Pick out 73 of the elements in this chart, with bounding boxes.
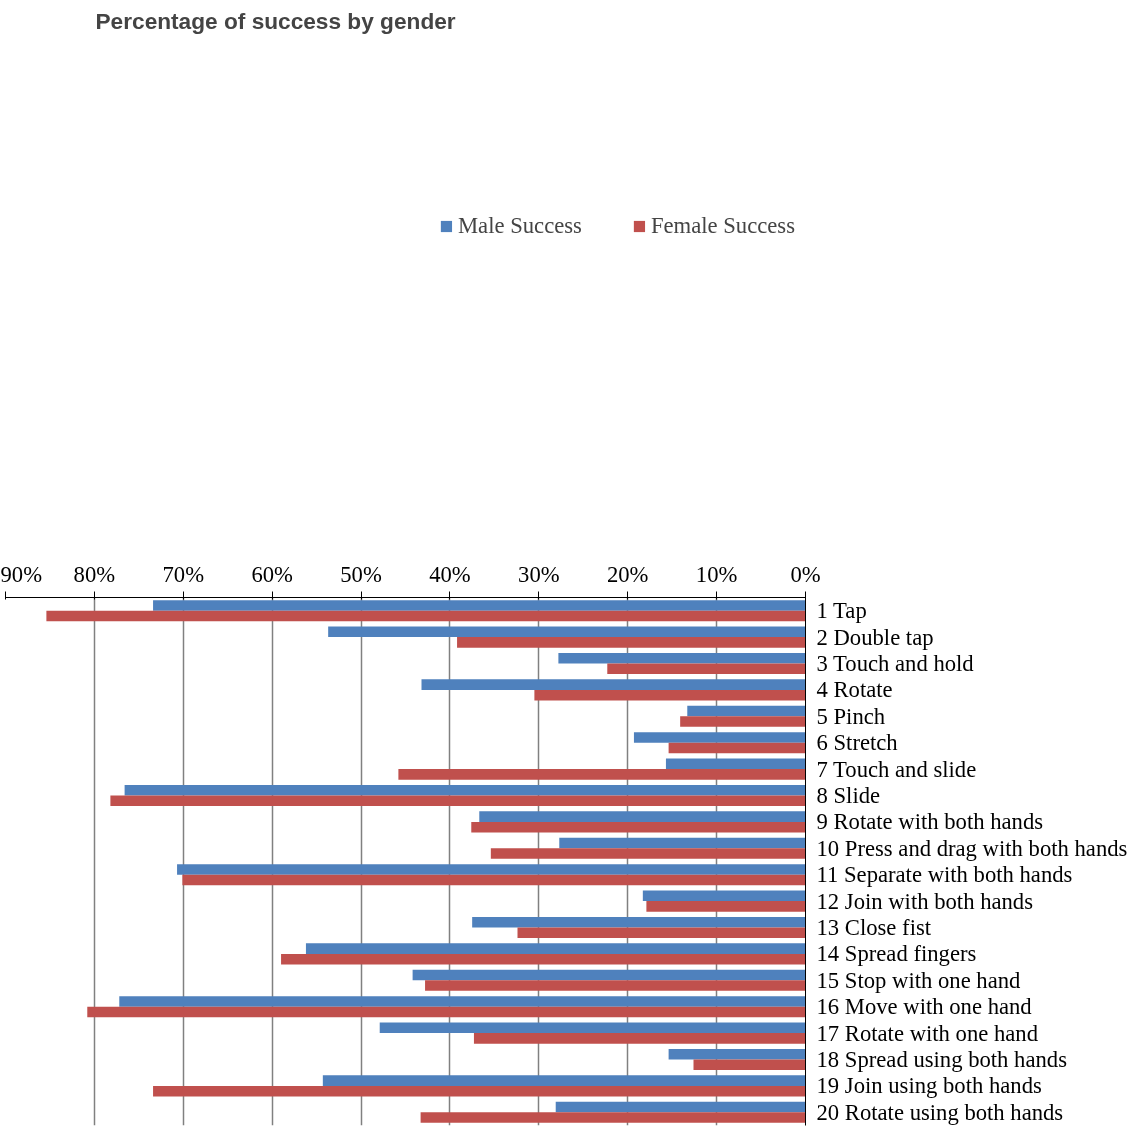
y-tick-label: 10 Press and drag with both hands [816, 835, 1128, 861]
x-tick-label: 80% [73, 561, 116, 587]
bar [153, 1085, 806, 1097]
bar [305, 943, 806, 954]
bar [379, 1022, 806, 1034]
bar [322, 1075, 806, 1086]
y-tick-label: 18 Spread using both hands [816, 1047, 1067, 1072]
bar [425, 980, 806, 991]
bar [668, 742, 806, 754]
x-tick-label: 60% [251, 561, 294, 587]
bar [668, 1048, 806, 1060]
y-tick-label: 15 Stop with one hand [816, 967, 1022, 993]
y-tick-label: 16 Move with one hand [816, 994, 1033, 1020]
bar [559, 837, 806, 849]
bar [517, 927, 806, 939]
x-tick-label: 50% [340, 561, 382, 587]
y-tick-label: 3 Touch and hold [816, 651, 975, 676]
bar [479, 811, 806, 822]
chart-title: Percentage of success by gender [95, 7, 456, 34]
bar [412, 969, 806, 981]
bar [124, 784, 806, 796]
y-tick-label: 5 Pinch [816, 703, 886, 729]
x-tick-label: 20% [606, 561, 649, 587]
x-tick-label: 30% [518, 561, 560, 587]
bar [177, 864, 806, 875]
bar [646, 901, 806, 912]
bar [693, 1059, 806, 1071]
x-tick-label: 10% [695, 561, 738, 587]
y-tick-label: 4 Rotate [816, 677, 893, 703]
bar [534, 689, 806, 701]
bar [281, 953, 806, 965]
bar [642, 890, 806, 902]
bar [633, 732, 806, 743]
bar [46, 610, 806, 622]
bar [473, 1033, 806, 1044]
bar [471, 821, 806, 833]
y-tick-label: 7 Touch and slide [816, 756, 977, 782]
x-tick-label: 0% [790, 561, 821, 587]
y-tick-label: 13 Close fist [816, 915, 932, 940]
bar [607, 663, 806, 675]
bar [328, 626, 806, 638]
y-tick-label: 17 Rotate with one hand [816, 1020, 1039, 1046]
bar [182, 874, 806, 886]
legend-label: Male Success [457, 212, 582, 239]
y-tick-label: 2 Double tap [816, 624, 934, 650]
bar [687, 705, 806, 717]
y-tick-label: 11 Separate with both hands [816, 862, 1073, 888]
y-tick-label: 19 Join using both hands [816, 1073, 1042, 1099]
bar [153, 600, 806, 611]
y-tick-label: 6 Stretch [816, 730, 899, 756]
bar [457, 637, 806, 648]
x-tick-label: 40% [429, 561, 471, 587]
y-tick-label: 1 Tap [816, 598, 867, 624]
x-tick-label: 90% [0, 561, 43, 587]
bar [87, 1006, 806, 1018]
bar [420, 1112, 806, 1123]
y-tick-label: 9 Rotate with both hands [816, 809, 1044, 835]
bar [665, 758, 806, 770]
bar [558, 652, 806, 664]
bar [490, 848, 806, 859]
bar [119, 996, 806, 1007]
bar [680, 716, 806, 727]
bar [110, 795, 806, 807]
bar [421, 679, 806, 690]
bar [555, 1101, 806, 1113]
bar [472, 916, 806, 928]
y-tick-label: 14 Spread fingers [816, 941, 977, 967]
y-tick-label: 12 Join with both hands [816, 888, 1033, 914]
legend-label: Female Success [650, 212, 795, 239]
y-tick-label: 20 Rotate using both hands [816, 1099, 1064, 1125]
y-tick-label: 8 Slide [816, 783, 881, 808]
x-tick-label: 70% [162, 561, 205, 587]
bar [398, 769, 806, 780]
